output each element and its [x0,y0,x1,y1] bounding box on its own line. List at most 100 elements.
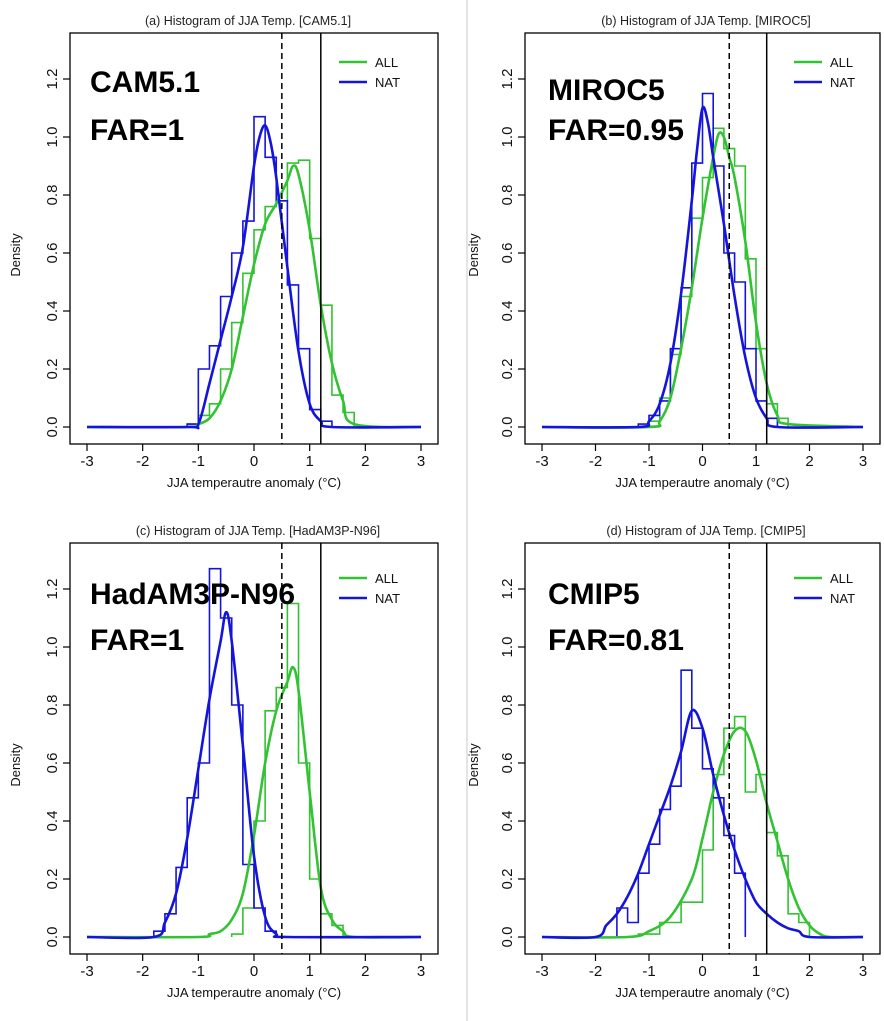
y-tick-label: 0.6 [499,753,516,774]
histogram-nat [153,567,278,937]
y-axis-label: Density [466,233,481,277]
legend-label-nat: NAT [375,591,400,606]
x-tick-label: 0 [250,453,258,470]
panel-3: (d) Histogram of JJA Temp. [CMIP5] -3 -2 -1… [466,524,881,1000]
histogram-nat [637,92,779,427]
y-tick-label: 0.0 [499,417,516,438]
y-axis-label: Density [8,743,23,787]
density-curve-nat [541,708,864,940]
y-tick-label: 1.2 [499,579,516,600]
far-annotation: FAR=0.95 [548,114,684,147]
y-tick-label: 0.4 [44,301,61,322]
x-axis-label: JJA temperautre anomaly (°C) [167,985,341,1000]
x-tick-label: 3 [859,453,867,470]
far-annotation: FAR=1 [90,624,184,657]
x-tick-label: 0 [250,963,258,980]
y-tick-label: 1.0 [499,127,516,148]
y-tick-label: 0.4 [499,301,516,322]
density-curve-nat [86,124,422,430]
x-tick-label: -2 [136,963,149,980]
x-tick-label: -3 [535,453,548,470]
density-curve-all [541,726,864,939]
y-tick-label: 0.8 [499,695,516,716]
x-tick-label: 1 [305,453,313,470]
y-tick-label: 0.2 [44,869,61,890]
chart-title: (a) Histogram of JJA Temp. [CAM5.1] [145,14,351,28]
model-annotation: CMIP5 [548,578,640,611]
chart-title: (d) Histogram of JJA Temp. [CMIP5] [606,524,805,538]
y-tick-label: 0.2 [499,359,516,380]
data-layer [86,115,422,430]
x-tick-label: 0 [698,963,706,980]
y-axis-label: Density [466,743,481,787]
y-tick-label: 0.2 [499,869,516,890]
density-curve-all [541,131,864,429]
data-layer [541,669,864,940]
x-tick-label: 2 [361,963,369,980]
x-tick-label: 2 [361,453,369,470]
histogram-nat [616,669,747,937]
y-tick-label: 0.6 [499,243,516,264]
x-tick-label: -3 [535,963,548,980]
x-tick-label: 2 [805,453,813,470]
y-tick-label: 1.2 [44,69,61,90]
histogram-all [637,715,811,937]
x-tick-label: -2 [589,963,602,980]
y-tick-label: 0.4 [499,811,516,832]
y-tick-label: 0.0 [44,927,61,948]
x-tick-label: -1 [192,453,205,470]
legend-label-all: ALL [830,55,853,70]
x-tick-label: 3 [859,963,867,980]
legend-label-all: ALL [375,571,398,586]
x-tick-label: -2 [589,453,602,470]
model-annotation: MIROC5 [548,74,665,107]
x-tick-label: -1 [192,963,205,980]
x-tick-label: -3 [80,963,93,980]
y-tick-label: 0.6 [44,243,61,264]
y-tick-label: 0.8 [44,695,61,716]
histogram-all [186,159,355,427]
x-tick-label: 1 [752,963,760,980]
legend-label-nat: NAT [830,75,855,90]
x-tick-label: 0 [698,453,706,470]
y-tick-label: 1.0 [44,637,61,658]
data-layer [86,567,422,940]
y-tick-label: 1.2 [44,579,61,600]
y-tick-label: 0.2 [44,359,61,380]
panel-2: (c) Histogram of JJA Temp. [HadAM3P-N96]… [8,524,439,1000]
x-axis-label: JJA temperautre anomaly (°C) [167,475,341,490]
x-tick-label: 3 [417,963,425,980]
density-curve-nat [86,610,422,940]
y-axis-label: Density [8,233,23,277]
density-curve-nat [541,105,864,429]
model-annotation: CAM5.1 [90,66,200,99]
x-tick-label: 3 [417,453,425,470]
y-tick-label: 1.0 [44,127,61,148]
histogram-nat [186,115,333,427]
x-tick-label: 2 [805,963,813,980]
y-tick-label: 1.0 [499,637,516,658]
x-tick-label: -3 [80,453,93,470]
y-tick-label: 0.6 [44,753,61,774]
density-curve-all [86,665,422,939]
legend-label-all: ALL [375,55,398,70]
x-axis-label: JJA temperautre anomaly (°C) [615,985,789,1000]
histogram-all [230,602,344,937]
x-tick-label: 1 [752,453,760,470]
legend-label-nat: NAT [830,591,855,606]
y-tick-label: 0.8 [499,185,516,206]
chart-title: (b) Histogram of JJA Temp. [MIROC5] [601,14,811,28]
y-tick-label: 0.8 [44,185,61,206]
panel-1: (b) Histogram of JJA Temp. [MIROC5] -3 -2 -… [466,14,881,490]
legend-label-nat: NAT [375,75,400,90]
x-tick-label: -1 [642,963,655,980]
legend-label-all: ALL [830,571,853,586]
y-tick-label: 1.2 [499,69,516,90]
y-tick-label: 0.0 [499,927,516,948]
panel-0: (a) Histogram of JJA Temp. [CAM5.1] -3 -2 -… [8,14,439,490]
x-tick-label: -2 [136,453,149,470]
x-tick-label: 1 [305,963,313,980]
far-annotation: FAR=0.81 [548,624,684,657]
y-tick-label: 0.4 [44,811,61,832]
